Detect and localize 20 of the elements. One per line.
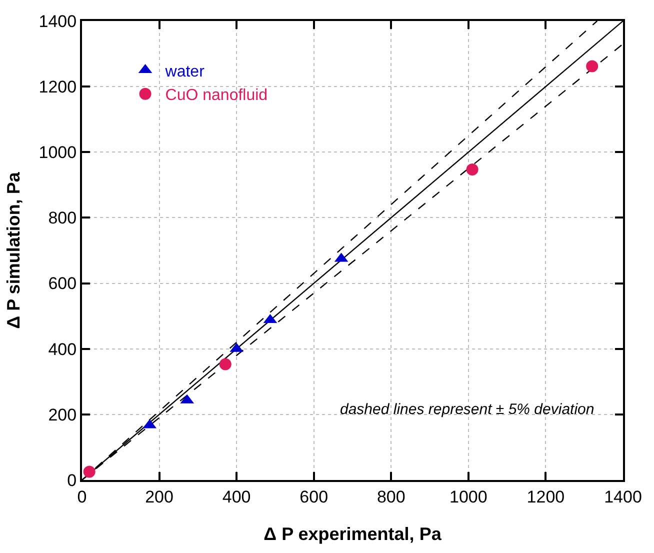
y-tick-label: 1200 bbox=[38, 78, 77, 97]
x-tick-label: 400 bbox=[222, 487, 251, 506]
y-tick-label: 1400 bbox=[38, 12, 77, 31]
x-tick-label: 1200 bbox=[526, 487, 565, 506]
x-axis-title: Δ P experimental, Pa bbox=[264, 524, 442, 544]
y-tick-label: 600 bbox=[48, 274, 77, 294]
x-tick-label: 800 bbox=[376, 487, 406, 506]
annotation: dashed lines represent ± 5% deviation bbox=[340, 401, 594, 418]
legend-label: CuO nanofluid bbox=[165, 87, 268, 104]
y-axis-title: Δ P simulation, Pa bbox=[3, 171, 24, 329]
y-tick-label: 0 bbox=[67, 470, 77, 490]
y-tick-label: 400 bbox=[48, 340, 77, 359]
x-tick-label: 1400 bbox=[604, 487, 642, 506]
y-tick-label: 800 bbox=[48, 208, 77, 228]
x-tick-label: 200 bbox=[145, 487, 174, 506]
x-tick-label: 600 bbox=[300, 487, 328, 506]
x-tick-label: 1000 bbox=[450, 487, 488, 506]
legend-label: water bbox=[164, 63, 206, 80]
y-tick-label: 1000 bbox=[38, 143, 77, 162]
y-tick-label: 200 bbox=[48, 405, 77, 424]
